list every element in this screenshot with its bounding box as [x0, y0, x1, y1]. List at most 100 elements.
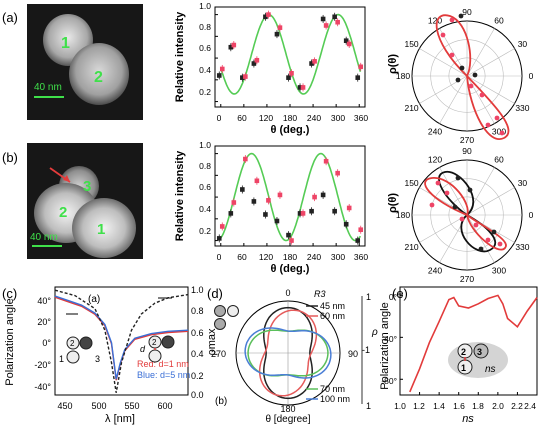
svg-text:-20°: -20°	[34, 360, 51, 370]
polar-angle-label: 150	[404, 39, 418, 49]
legend-red: Red: d=1 nm	[137, 359, 189, 369]
data-point	[216, 73, 222, 78]
svg-text:360: 360	[354, 252, 368, 262]
polar-ylabel-b: ρ(θ)	[387, 193, 399, 213]
svg-text:1.6: 1.6	[453, 401, 465, 411]
svg-text:0°: 0°	[389, 292, 397, 302]
svg-text:60: 60	[237, 113, 247, 123]
series-line	[54, 296, 189, 381]
svg-text:300: 300	[331, 252, 345, 262]
data-point	[320, 16, 326, 22]
svg-text:2.4: 2.4	[524, 401, 536, 411]
svg-text:0.6: 0.6	[199, 182, 211, 192]
polar-spoke	[419, 214, 468, 243]
svg-text:600: 600	[157, 401, 172, 411]
legend-d-item-2: 70 nm	[320, 384, 345, 394]
svg-text:-80°: -80°	[381, 376, 397, 386]
panel-b: (b) 3 2 1 40 nm Relative intensity θ (de…	[2, 140, 534, 284]
panel-e: (e) Polarization angle ns 1.0 1.2 1.4 1.…	[379, 286, 538, 425]
particle-label-b3: 3	[83, 178, 91, 195]
ytick-labels-b: 0.2 0.4 0.6 0.8 1.0	[199, 140, 211, 236]
data-point	[263, 14, 268, 20]
inset-c-right: 2 d	[140, 335, 175, 363]
polar-angle-label: 30	[518, 178, 528, 188]
rho-label: ρ	[371, 327, 378, 338]
polar-angle-label: 300	[492, 126, 506, 136]
legend-d: R3 45 nm 60 nm 70 nm 100 nm	[306, 289, 350, 404]
svg-text:2: 2	[70, 339, 75, 348]
polar-angle-label: 270	[460, 274, 474, 284]
polar-angle-label: 90	[462, 7, 472, 17]
polar-series-100-nm	[244, 327, 332, 379]
data-point	[346, 41, 352, 47]
polar-spoke	[419, 187, 468, 216]
data-point	[231, 200, 237, 205]
data-point	[358, 227, 364, 232]
ylabel-c: Polarization angle	[4, 298, 16, 385]
data-point	[355, 238, 361, 243]
svg-text:40°: 40°	[37, 296, 51, 306]
data-point	[320, 192, 326, 198]
data-point	[263, 212, 268, 217]
polar-spoke	[419, 48, 468, 77]
polar-spoke	[466, 214, 495, 263]
intensity-plot-b: Relative intensity θ (deg.) 0 60 120 180…	[174, 140, 368, 275]
xtick-labels-b: 0 60 120 180 240 300 360	[217, 252, 369, 262]
legend-blue: Blue: d=5 nm	[137, 370, 190, 380]
sem-image-b: 3 2 1 40 nm	[27, 143, 143, 259]
svg-text:240: 240	[307, 113, 321, 123]
svg-text:1.0: 1.0	[199, 140, 211, 150]
polar-ylabel-a: ρ(θ)	[387, 54, 399, 74]
data-point	[243, 156, 248, 162]
polar-angle-label: 0	[529, 71, 534, 81]
polar-series-60-nm	[258, 309, 318, 397]
data-point	[297, 211, 303, 216]
svg-text:-40°: -40°	[381, 334, 397, 344]
svg-text:1.4: 1.4	[433, 401, 445, 411]
data-point	[289, 71, 294, 76]
xtick-labels-e: 1.0 1.2 1.4 1.6 1.8 2.0 2.2 2.4	[394, 401, 536, 411]
polar-spoke	[466, 48, 515, 77]
polar-angle-label: 210	[404, 103, 418, 113]
data-point	[219, 66, 225, 72]
svg-text:2: 2	[461, 347, 466, 357]
polar-curve-a	[435, 14, 510, 141]
panel-d-label: (d)	[207, 286, 223, 301]
ylabel-e: Polarization angle	[379, 302, 391, 389]
xtick-labels-a: 0 60 120 180 240 300 360	[217, 113, 369, 123]
data-point	[309, 61, 314, 66]
svg-text:0.6: 0.6	[199, 43, 211, 53]
data-point	[323, 23, 329, 28]
series-line	[54, 295, 189, 380]
polar-spoke	[466, 75, 515, 104]
legend-d-item-1: 60 nm	[320, 311, 345, 321]
panel-a: (a) 1 2 40 nm Relative intensity θ (deg.…	[2, 1, 534, 145]
polar-angle-label: 60	[494, 155, 504, 165]
polar-angle-label: 180	[396, 210, 410, 220]
polar-angle-label: 0	[529, 210, 534, 220]
polar-spoke	[466, 187, 515, 216]
svg-text:1.0: 1.0	[191, 285, 204, 295]
svg-text:d: d	[140, 344, 146, 354]
svg-text:0.4: 0.4	[199, 65, 211, 75]
polar-points-a	[440, 13, 505, 136]
data-point	[240, 75, 245, 80]
svg-text:450: 450	[57, 401, 72, 411]
data-point	[240, 187, 245, 192]
data-point	[300, 85, 306, 90]
data-point	[251, 61, 257, 66]
data-point	[335, 170, 340, 176]
polar-angle-label: 240	[428, 126, 442, 136]
ytick-labels-e: 0° -40° -80°	[381, 292, 397, 386]
legend-d-item-3: 100 nm	[320, 394, 350, 404]
polar-plot-b: 90 120 150 180 210 240 270 300 330 0 30 60 ρ(θ)	[387, 146, 534, 284]
particle-label-b1: 1	[97, 221, 105, 238]
svg-text:1.8: 1.8	[472, 401, 484, 411]
svg-text:2.0: 2.0	[492, 401, 504, 411]
rho-tick-mid: -1	[362, 345, 370, 355]
panel-c-sublabel: (a)	[88, 294, 100, 305]
data-point	[286, 75, 291, 80]
data-point	[289, 238, 294, 243]
svg-text:0.6: 0.6	[191, 328, 204, 338]
